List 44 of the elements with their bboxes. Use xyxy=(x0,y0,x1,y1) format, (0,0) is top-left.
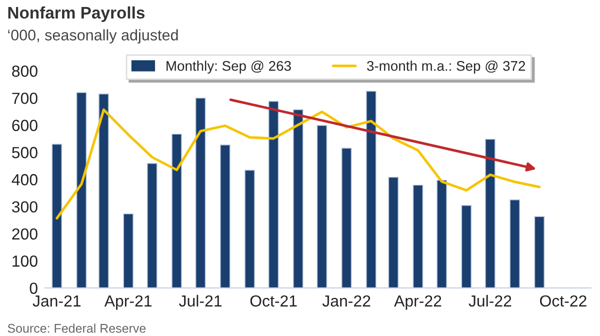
bar xyxy=(461,205,472,288)
bar xyxy=(292,109,304,288)
bar xyxy=(146,162,158,288)
bar xyxy=(123,213,134,288)
bar xyxy=(268,100,279,288)
bar xyxy=(412,184,424,288)
bar xyxy=(388,176,399,288)
bar xyxy=(76,92,87,288)
bar xyxy=(510,199,520,288)
y-tick-label: 100 xyxy=(12,255,38,267)
x-tick-label: Apr-21 xyxy=(104,295,152,310)
line-series xyxy=(56,108,541,220)
bar xyxy=(244,170,255,288)
x-tick-label: Jul-22 xyxy=(468,294,512,307)
x-tick-label: Jan-22 xyxy=(322,295,370,307)
bar xyxy=(534,216,545,288)
x-tick-label: Jul-21 xyxy=(179,294,222,307)
bar xyxy=(485,138,496,288)
y-tick-label: 800 xyxy=(12,66,38,77)
bar xyxy=(436,180,447,288)
bar xyxy=(52,144,62,288)
chart-title: Nonfarm Payrolls xyxy=(8,6,145,22)
bar xyxy=(172,134,182,288)
y-tick-label: 700 xyxy=(12,92,38,104)
bar xyxy=(316,125,328,288)
x-tick-label: Apr-22 xyxy=(394,295,442,310)
bar xyxy=(366,90,376,288)
x-tick-label: Jan-21 xyxy=(32,295,81,307)
bar xyxy=(220,144,230,288)
legend-label: Monthly: Sep @ 263 xyxy=(166,60,291,74)
y-tick-label: 300 xyxy=(12,201,38,212)
y-tick-label: 400 xyxy=(12,174,38,186)
y-tick-label: 200 xyxy=(12,228,38,240)
x-tick-label: Oct-22 xyxy=(540,295,586,307)
y-tick-label: 0 xyxy=(30,282,38,294)
source-note: Source: Federal Reserve xyxy=(8,324,146,333)
y-tick-label: 600 xyxy=(12,120,38,132)
legend-label: 3-month m.a.: Sep @ 372 xyxy=(367,60,526,74)
x-tick-label: Oct-21 xyxy=(250,295,297,307)
bar xyxy=(341,148,352,288)
bar xyxy=(195,98,206,288)
bar xyxy=(98,94,109,288)
chart-subtitle: ‘000, seasonally adjusted xyxy=(8,29,178,44)
y-tick-label: 500 xyxy=(12,146,38,158)
